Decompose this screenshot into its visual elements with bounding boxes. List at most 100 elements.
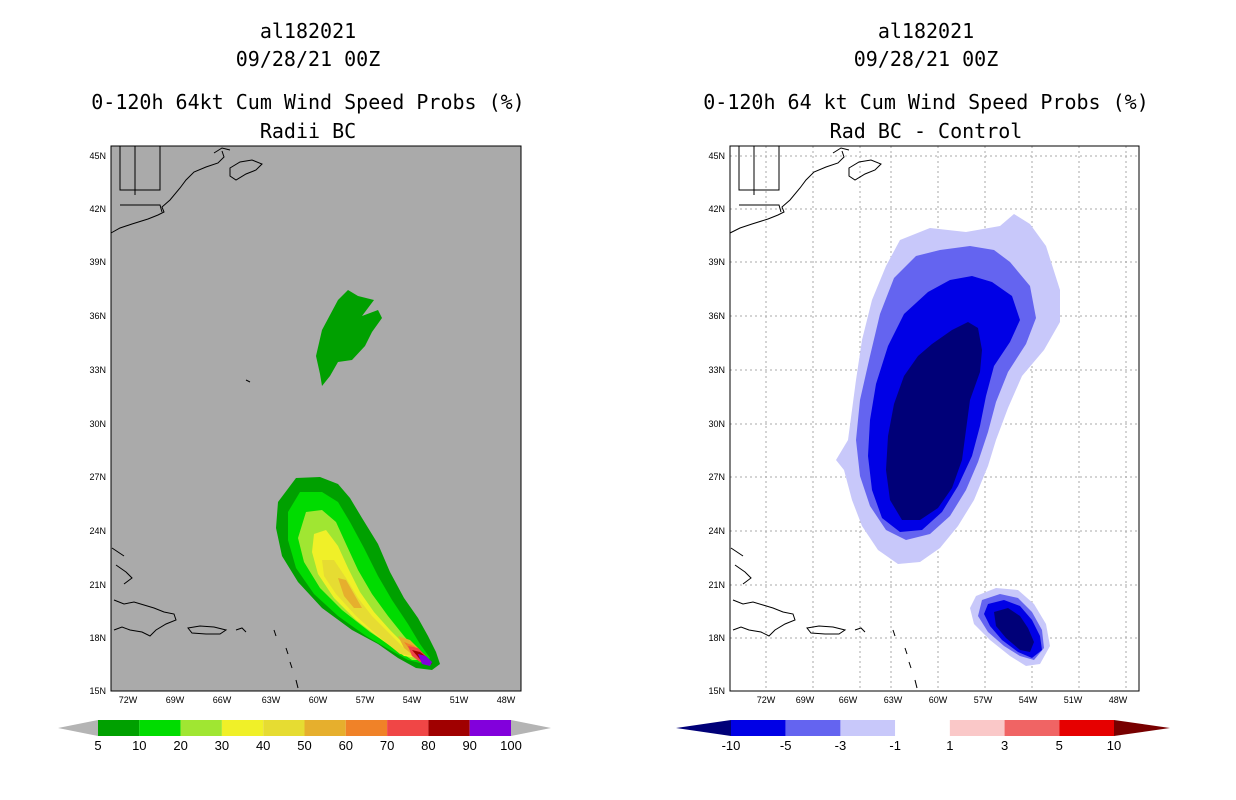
lat-label: 18N [89, 633, 106, 643]
lat-label: 30N [708, 419, 725, 429]
lat-label: 15N [89, 686, 106, 696]
prob-region-5-10 [316, 290, 382, 386]
colorbar-swatch [731, 720, 786, 736]
lon-label: 51W [450, 695, 469, 705]
lat-label: 42N [89, 204, 106, 214]
colorbar-label: 30 [215, 738, 229, 753]
colorbar-label: -10 [722, 738, 741, 753]
colorbar-low-triangle [676, 720, 731, 736]
lat-label: 15N [708, 686, 725, 696]
colorbar-under-triangle [58, 720, 98, 736]
prob-region-90-100 [418, 654, 432, 666]
colorbar-label: 5 [1056, 738, 1063, 753]
left-storm-id: al182021 [260, 19, 356, 43]
lon-label: 60W [309, 695, 328, 705]
left-title: 0-120h 64kt Cum Wind Speed Probs (%) [91, 90, 524, 114]
lon-label: 60W [929, 695, 948, 705]
lon-label: 57W [974, 695, 993, 705]
colorbar-swatch [1059, 720, 1114, 736]
left-panel: al182021 09/28/21 00Z 0-120h 64kt Cum Wi… [58, 19, 551, 753]
colorbar-label: 5 [94, 738, 101, 753]
lat-label: 45N [89, 151, 106, 161]
colorbar-swatch [98, 720, 140, 736]
colorbar-label: -3 [835, 738, 847, 753]
colorbar-swatch [895, 720, 950, 736]
colorbar-swatch [304, 720, 346, 736]
lon-label: 72W [119, 695, 138, 705]
lat-label: 30N [89, 419, 106, 429]
diff-region-lt-neg10 [886, 322, 982, 520]
right-lat-axis: 45N 42N 39N 36N 33N 30N 27N 24N 21N 18N … [708, 151, 725, 696]
lon-label: 69W [166, 695, 185, 705]
right-coastlines [729, 146, 918, 689]
right-colorbar: -10 -5 -3 -1 1 3 5 10 [676, 720, 1170, 753]
prob-region-50-60 [338, 578, 362, 608]
lon-label: 48W [1109, 695, 1128, 705]
prob-region-30-40 [312, 530, 418, 658]
left-lon-axis: 72W 69W 66W 63W 60W 57W 54W 51W 48W [119, 695, 516, 705]
colorbar-label: 10 [1107, 738, 1121, 753]
colorbar-swatch [221, 720, 264, 736]
colorbar-label: 60 [339, 738, 353, 753]
lon-label: 69W [796, 695, 815, 705]
colorbar-label: 90 [462, 738, 476, 753]
lat-label: 33N [708, 365, 725, 375]
colorbar-over-triangle [511, 720, 551, 736]
lon-label: 63W [884, 695, 903, 705]
lat-label: 45N [708, 151, 725, 161]
lat-label: 36N [708, 311, 725, 321]
colorbar-label: 40 [256, 738, 270, 753]
lat-label: 24N [89, 526, 106, 536]
right-map-frame [729, 145, 1140, 692]
right-title: 0-120h 64 kt Cum Wind Speed Probs (%) [703, 90, 1149, 114]
colorbar-swatch [263, 720, 305, 736]
colorbar-high-triangle [1114, 720, 1170, 736]
colorbar-swatch [469, 720, 511, 736]
right-datetime: 09/28/21 00Z [854, 47, 999, 71]
left-map-background [111, 146, 521, 691]
colorbar-label: -5 [780, 738, 792, 753]
lat-label: 36N [89, 311, 106, 321]
lon-label: 54W [1019, 695, 1038, 705]
colorbar-label: 80 [421, 738, 435, 753]
lat-label: 27N [708, 472, 725, 482]
lon-label: 48W [497, 695, 516, 705]
left-subtitle: Radii BC [260, 119, 356, 143]
right-storm-id: al182021 [878, 19, 974, 43]
colorbar-swatch [345, 720, 388, 736]
left-probability-field [276, 290, 440, 670]
lat-label: 33N [89, 365, 106, 375]
lon-label: 57W [356, 695, 375, 705]
lat-label: 27N [89, 472, 106, 482]
colorbar-label: 3 [1001, 738, 1008, 753]
lon-label: 66W [839, 695, 858, 705]
colorbar-swatch [840, 720, 896, 736]
left-coastlines [110, 146, 299, 689]
lon-label: 54W [403, 695, 422, 705]
lat-label: 42N [708, 204, 725, 214]
lon-label: 66W [213, 695, 232, 705]
lon-label: 51W [1064, 695, 1083, 705]
lat-label: 39N [89, 257, 106, 267]
colorbar-label: 1 [946, 738, 953, 753]
colorbar-label: -1 [889, 738, 901, 753]
left-lat-axis: 45N 42N 39N 36N 33N 30N 27N 24N 21N 18N … [89, 151, 106, 696]
colorbar-label: 70 [380, 738, 394, 753]
right-subtitle: Rad BC - Control [830, 119, 1023, 143]
colorbar-label: 50 [297, 738, 311, 753]
right-panel: al182021 09/28/21 00Z 0-120h 64 kt Cum W… [676, 19, 1170, 753]
diff-region-south-lt-neg10 [994, 608, 1034, 652]
lon-label: 72W [757, 695, 776, 705]
colorbar-label: 20 [173, 738, 187, 753]
lat-label: 21N [89, 580, 106, 590]
left-datetime: 09/28/21 00Z [236, 47, 381, 71]
lat-label: 24N [708, 526, 725, 536]
left-colorbar: 5 10 20 30 40 50 60 70 80 90 100 [58, 720, 551, 753]
lon-label: 63W [262, 695, 281, 705]
colorbar-label: 10 [132, 738, 146, 753]
lat-label: 18N [708, 633, 725, 643]
colorbar-swatch [785, 720, 841, 736]
lat-label: 39N [708, 257, 725, 267]
right-difference-field [836, 214, 1060, 666]
colorbar-swatch [139, 720, 181, 736]
